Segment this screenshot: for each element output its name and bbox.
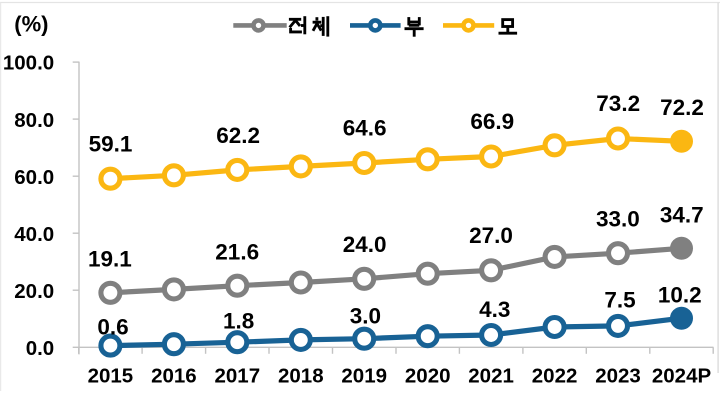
svg-text:2024P: 2024P [652, 364, 711, 387]
svg-text:33.0: 33.0 [596, 206, 640, 231]
svg-text:66.9: 66.9 [470, 109, 514, 134]
svg-text:0.6: 0.6 [97, 315, 128, 340]
svg-text:24.0: 24.0 [343, 232, 387, 257]
svg-text:73.2: 73.2 [596, 91, 640, 116]
svg-text:0.0: 0.0 [26, 337, 55, 360]
svg-text:100.0: 100.0 [3, 52, 54, 75]
svg-text:(%): (%) [14, 12, 48, 37]
svg-text:7.5: 7.5 [604, 288, 635, 313]
svg-text:2020: 2020 [405, 364, 451, 387]
svg-text:2015: 2015 [88, 364, 134, 387]
svg-text:2018: 2018 [278, 364, 324, 387]
svg-text:60.0: 60.0 [14, 166, 54, 189]
svg-text:62.2: 62.2 [216, 123, 260, 148]
svg-text:2022: 2022 [532, 364, 578, 387]
svg-text:40.0: 40.0 [14, 223, 54, 246]
svg-text:27.0: 27.0 [469, 223, 513, 248]
svg-text:2019: 2019 [341, 364, 387, 387]
svg-text:64.6: 64.6 [343, 116, 387, 141]
svg-text:59.1: 59.1 [89, 131, 133, 156]
svg-text:10.2: 10.2 [658, 283, 702, 308]
svg-text:21.6: 21.6 [215, 239, 259, 264]
svg-text:2016: 2016 [151, 364, 197, 387]
svg-text:72.2: 72.2 [660, 95, 704, 120]
svg-text:19.1: 19.1 [88, 246, 132, 271]
svg-text:4.3: 4.3 [479, 297, 510, 322]
svg-text:3.0: 3.0 [350, 303, 381, 328]
svg-text:34.7: 34.7 [660, 203, 704, 228]
svg-text:20.0: 20.0 [14, 280, 54, 303]
svg-text:1.8: 1.8 [223, 308, 254, 333]
svg-text:80.0: 80.0 [14, 109, 54, 132]
svg-text:2023: 2023 [595, 364, 641, 387]
svg-text:2017: 2017 [214, 364, 260, 387]
svg-text:2021: 2021 [468, 364, 514, 387]
